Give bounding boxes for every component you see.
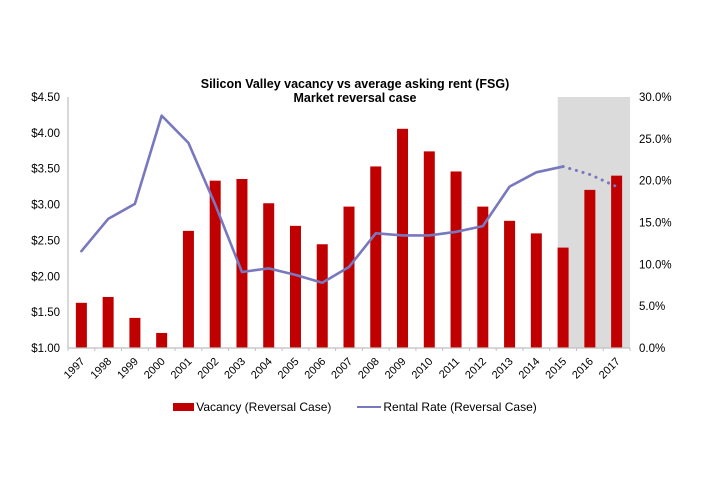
x-axis-label-2003: 2003 (222, 356, 248, 382)
left-axis-label-$2.50: $2.50 (31, 235, 60, 247)
vacancy-bar-2011 (450, 171, 462, 348)
vacancy-swatch-icon (173, 403, 195, 411)
x-axis-label-2008: 2008 (356, 356, 382, 382)
x-axis-label-2005: 2005 (276, 356, 302, 382)
x-axis-label-1997: 1997 (62, 356, 88, 382)
x-axis-label-2010: 2010 (410, 356, 436, 382)
left-axis-label-$4.00: $4.00 (31, 128, 60, 140)
x-axis-label-2015: 2015 (543, 356, 569, 382)
x-axis-label-2017: 2017 (597, 356, 623, 382)
vacancy-bar-2006 (316, 244, 328, 348)
right-axis-label-10.0%: 10.0% (639, 259, 672, 271)
legend-item-vacancy: Vacancy (Reversal Case) (173, 400, 331, 414)
vacancy-bar-2002 (209, 180, 221, 348)
right-axis-label-5.0%: 5.0% (639, 301, 665, 313)
right-axis-label-30.0%: 30.0% (639, 92, 672, 104)
vacancy-bar-2013 (504, 220, 516, 348)
vacancy-bar-2012 (477, 206, 489, 348)
left-axis-label-$2.00: $2.00 (31, 271, 60, 283)
vacancy-bar-1997 (75, 302, 87, 348)
vacancy-bar-2009 (397, 128, 409, 348)
left-axis-label-$3.50: $3.50 (31, 164, 60, 176)
vacancy-bar-2000 (156, 332, 168, 348)
chart-legend: Vacancy (Reversal Case) Rental Rate (Rev… (0, 397, 710, 417)
vacancy-bar-1998 (102, 296, 114, 348)
x-axis-label-1998: 1998 (88, 356, 114, 382)
chart-title-line1: Silicon Valley vacancy vs average asking… (200, 77, 510, 91)
vacancy-bar-2017 (611, 175, 623, 348)
vacancy-bar-2003 (236, 178, 248, 348)
left-axis-label-$1.00: $1.00 (31, 343, 60, 355)
vacancy-bar-1999 (129, 317, 141, 348)
left-axis-label-$1.50: $1.50 (31, 307, 60, 319)
vacancy-bar-2004 (263, 203, 275, 348)
x-axis-label-2000: 2000 (142, 356, 168, 382)
vacancy-bar-2008 (370, 166, 382, 348)
vacancy-bar-2016 (584, 189, 596, 348)
x-axis-label-2002: 2002 (196, 356, 222, 382)
chart-title-line2: Market reversal case (293, 91, 417, 105)
rental-rate-line-forecast (561, 165, 619, 189)
legend-label-rental-rate: Rental Rate (Reversal Case) (383, 400, 537, 414)
vacancy-bar-2005 (289, 225, 301, 348)
x-axis-label-1999: 1999 (115, 356, 141, 382)
vacancy-bar-2007 (343, 206, 355, 348)
legend-item-rental-rate: Rental Rate (Reversal Case) (357, 400, 537, 414)
legend-label-vacancy: Vacancy (Reversal Case) (196, 400, 332, 414)
left-axis-label-$4.50: $4.50 (31, 92, 60, 104)
rental-rate-line (80, 114, 565, 285)
right-axis-label-25.0%: 25.0% (639, 134, 672, 146)
x-axis-label-2016: 2016 (570, 356, 596, 382)
x-axis-label-2014: 2014 (517, 356, 543, 382)
right-axis-label-20.0%: 20.0% (639, 176, 672, 188)
vacancy-bar-2014 (530, 233, 542, 348)
x-axis-label-2012: 2012 (463, 356, 489, 382)
x-axis-label-2009: 2009 (383, 356, 409, 382)
x-axis-label-2007: 2007 (329, 356, 355, 382)
x-axis-label-2006: 2006 (303, 356, 329, 382)
x-axis-label-2013: 2013 (490, 356, 516, 382)
left-axis-label-$3.00: $3.00 (31, 200, 60, 212)
x-axis-label-2011: 2011 (437, 356, 462, 381)
chart-title: Silicon Valley vacancy vs average asking… (0, 77, 710, 105)
vacancy-bar-2010 (423, 151, 435, 348)
right-axis-label-0.0%: 0.0% (639, 343, 665, 355)
right-axis-label-15.0%: 15.0% (639, 218, 672, 230)
vacancy-bar-2001 (182, 230, 194, 348)
x-axis-label-2004: 2004 (249, 356, 275, 382)
vacancy-bar-2015 (557, 247, 569, 348)
x-axis-label-2001: 2001 (169, 356, 195, 382)
rental-rate-swatch-icon (357, 405, 382, 409)
